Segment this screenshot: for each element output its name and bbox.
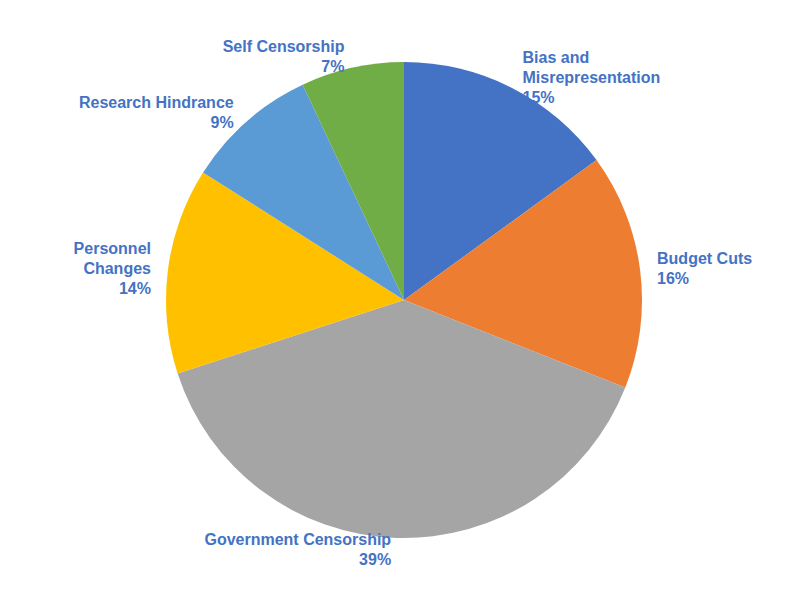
svg-text:7%: 7%: [321, 58, 344, 75]
svg-text:Government Censorship: Government Censorship: [204, 531, 391, 548]
svg-text:Changes: Changes: [83, 260, 151, 277]
svg-text:39%: 39%: [359, 551, 391, 568]
svg-text:Self Censorship: Self Censorship: [223, 38, 345, 55]
svg-text:15%: 15%: [522, 89, 554, 106]
svg-text:Research Hindrance: Research Hindrance: [79, 94, 234, 111]
svg-text:Personnel: Personnel: [74, 240, 151, 257]
svg-text:16%: 16%: [657, 270, 689, 287]
svg-text:Budget Cuts: Budget Cuts: [657, 250, 752, 267]
svg-text:9%: 9%: [211, 114, 234, 131]
svg-text:Misrepresentation: Misrepresentation: [522, 69, 660, 86]
svg-text:Bias and: Bias and: [522, 49, 589, 66]
svg-text:14%: 14%: [119, 280, 151, 297]
